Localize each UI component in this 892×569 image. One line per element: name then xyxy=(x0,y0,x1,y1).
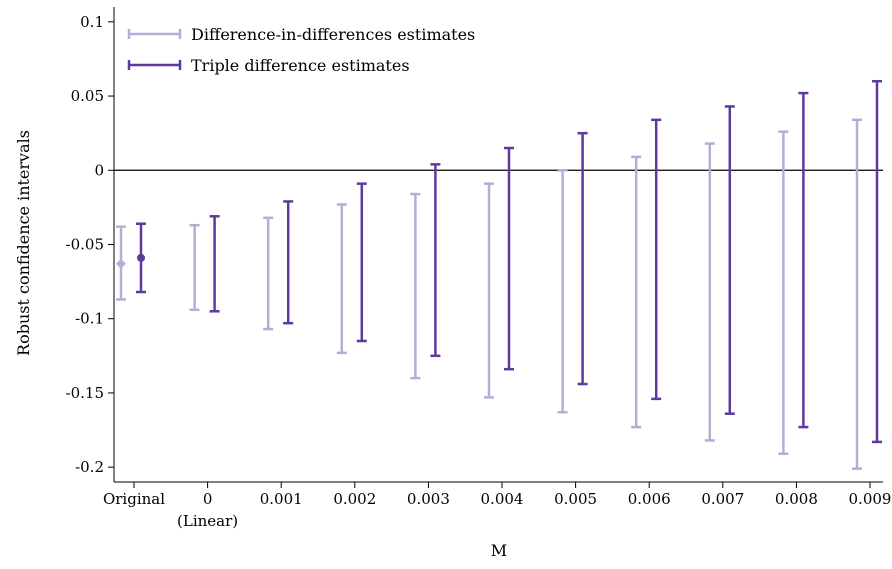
triple-error-bar xyxy=(430,163,441,358)
triple-error-bar xyxy=(283,200,294,325)
did-error-bar xyxy=(263,216,274,331)
did-error-bar xyxy=(189,223,200,312)
x-tick-label: 0.007 xyxy=(701,490,744,508)
did-error-bar xyxy=(410,192,421,380)
triple-error-bar xyxy=(651,118,662,401)
y-tick-label: 0 xyxy=(94,161,104,179)
x-tick-label: 0.009 xyxy=(849,490,892,508)
legend: Difference-in-differences estimates Trip… xyxy=(127,25,475,75)
triple-error-bar xyxy=(356,182,367,343)
did-point-estimate xyxy=(116,258,126,269)
legend-item-did: Difference-in-differences estimates xyxy=(127,25,475,44)
y-axis-ticks: 0.1 0.05 0 -0.05 -0.1 -0.15 -0.2 xyxy=(66,13,114,476)
triple-error-bar xyxy=(577,131,588,386)
error-bars xyxy=(116,79,882,470)
did-error-bar xyxy=(557,169,568,414)
x-tick-label: 0.006 xyxy=(628,490,671,508)
y-tick-label: -0.2 xyxy=(75,458,104,476)
triple-error-bar xyxy=(504,146,514,371)
y-tick-label: 0.1 xyxy=(80,13,104,31)
y-tick-label: 0.05 xyxy=(71,87,104,105)
y-tick-label: -0.1 xyxy=(75,310,104,328)
triple-error-bar xyxy=(798,91,809,429)
x-tick-sublabel: (Linear) xyxy=(177,512,238,530)
x-axis-ticks: Original 0 (Linear) 0.001 0.002 0.003 0.004 0.0… xyxy=(103,482,892,530)
triple-error-bar xyxy=(209,215,220,313)
triple-error-bar xyxy=(724,105,735,415)
y-tick-label: -0.15 xyxy=(66,384,104,402)
x-tick-label: 0 xyxy=(203,490,213,508)
did-error-bar xyxy=(778,130,789,456)
did-error-bar xyxy=(336,203,347,355)
x-tick-label: 0.004 xyxy=(481,490,524,508)
did-error-bar xyxy=(852,118,862,470)
triple-error-bar xyxy=(872,79,882,444)
x-tick-label: 0.005 xyxy=(554,490,597,508)
triple-point-estimate xyxy=(137,253,145,262)
x-tick-label: 0.003 xyxy=(407,490,450,508)
x-tick-label: 0.001 xyxy=(260,490,303,508)
did-error-bar xyxy=(704,142,715,442)
y-tick-label: -0.05 xyxy=(66,236,104,254)
y-axis-title: Robust confidence intervals xyxy=(14,130,33,356)
legend-label-triple: Triple difference estimates xyxy=(191,56,410,75)
legend-label-did: Difference-in-differences estimates xyxy=(191,25,475,44)
did-error-bar xyxy=(631,155,642,429)
x-axis-title: M xyxy=(491,541,507,560)
legend-item-triple: Triple difference estimates xyxy=(127,56,410,75)
plot-frame xyxy=(113,7,883,483)
did-error-bar xyxy=(484,182,494,399)
x-tick-label: Original xyxy=(103,490,165,508)
x-tick-label: 0.008 xyxy=(775,490,818,508)
x-tick-label: 0.002 xyxy=(333,490,376,508)
